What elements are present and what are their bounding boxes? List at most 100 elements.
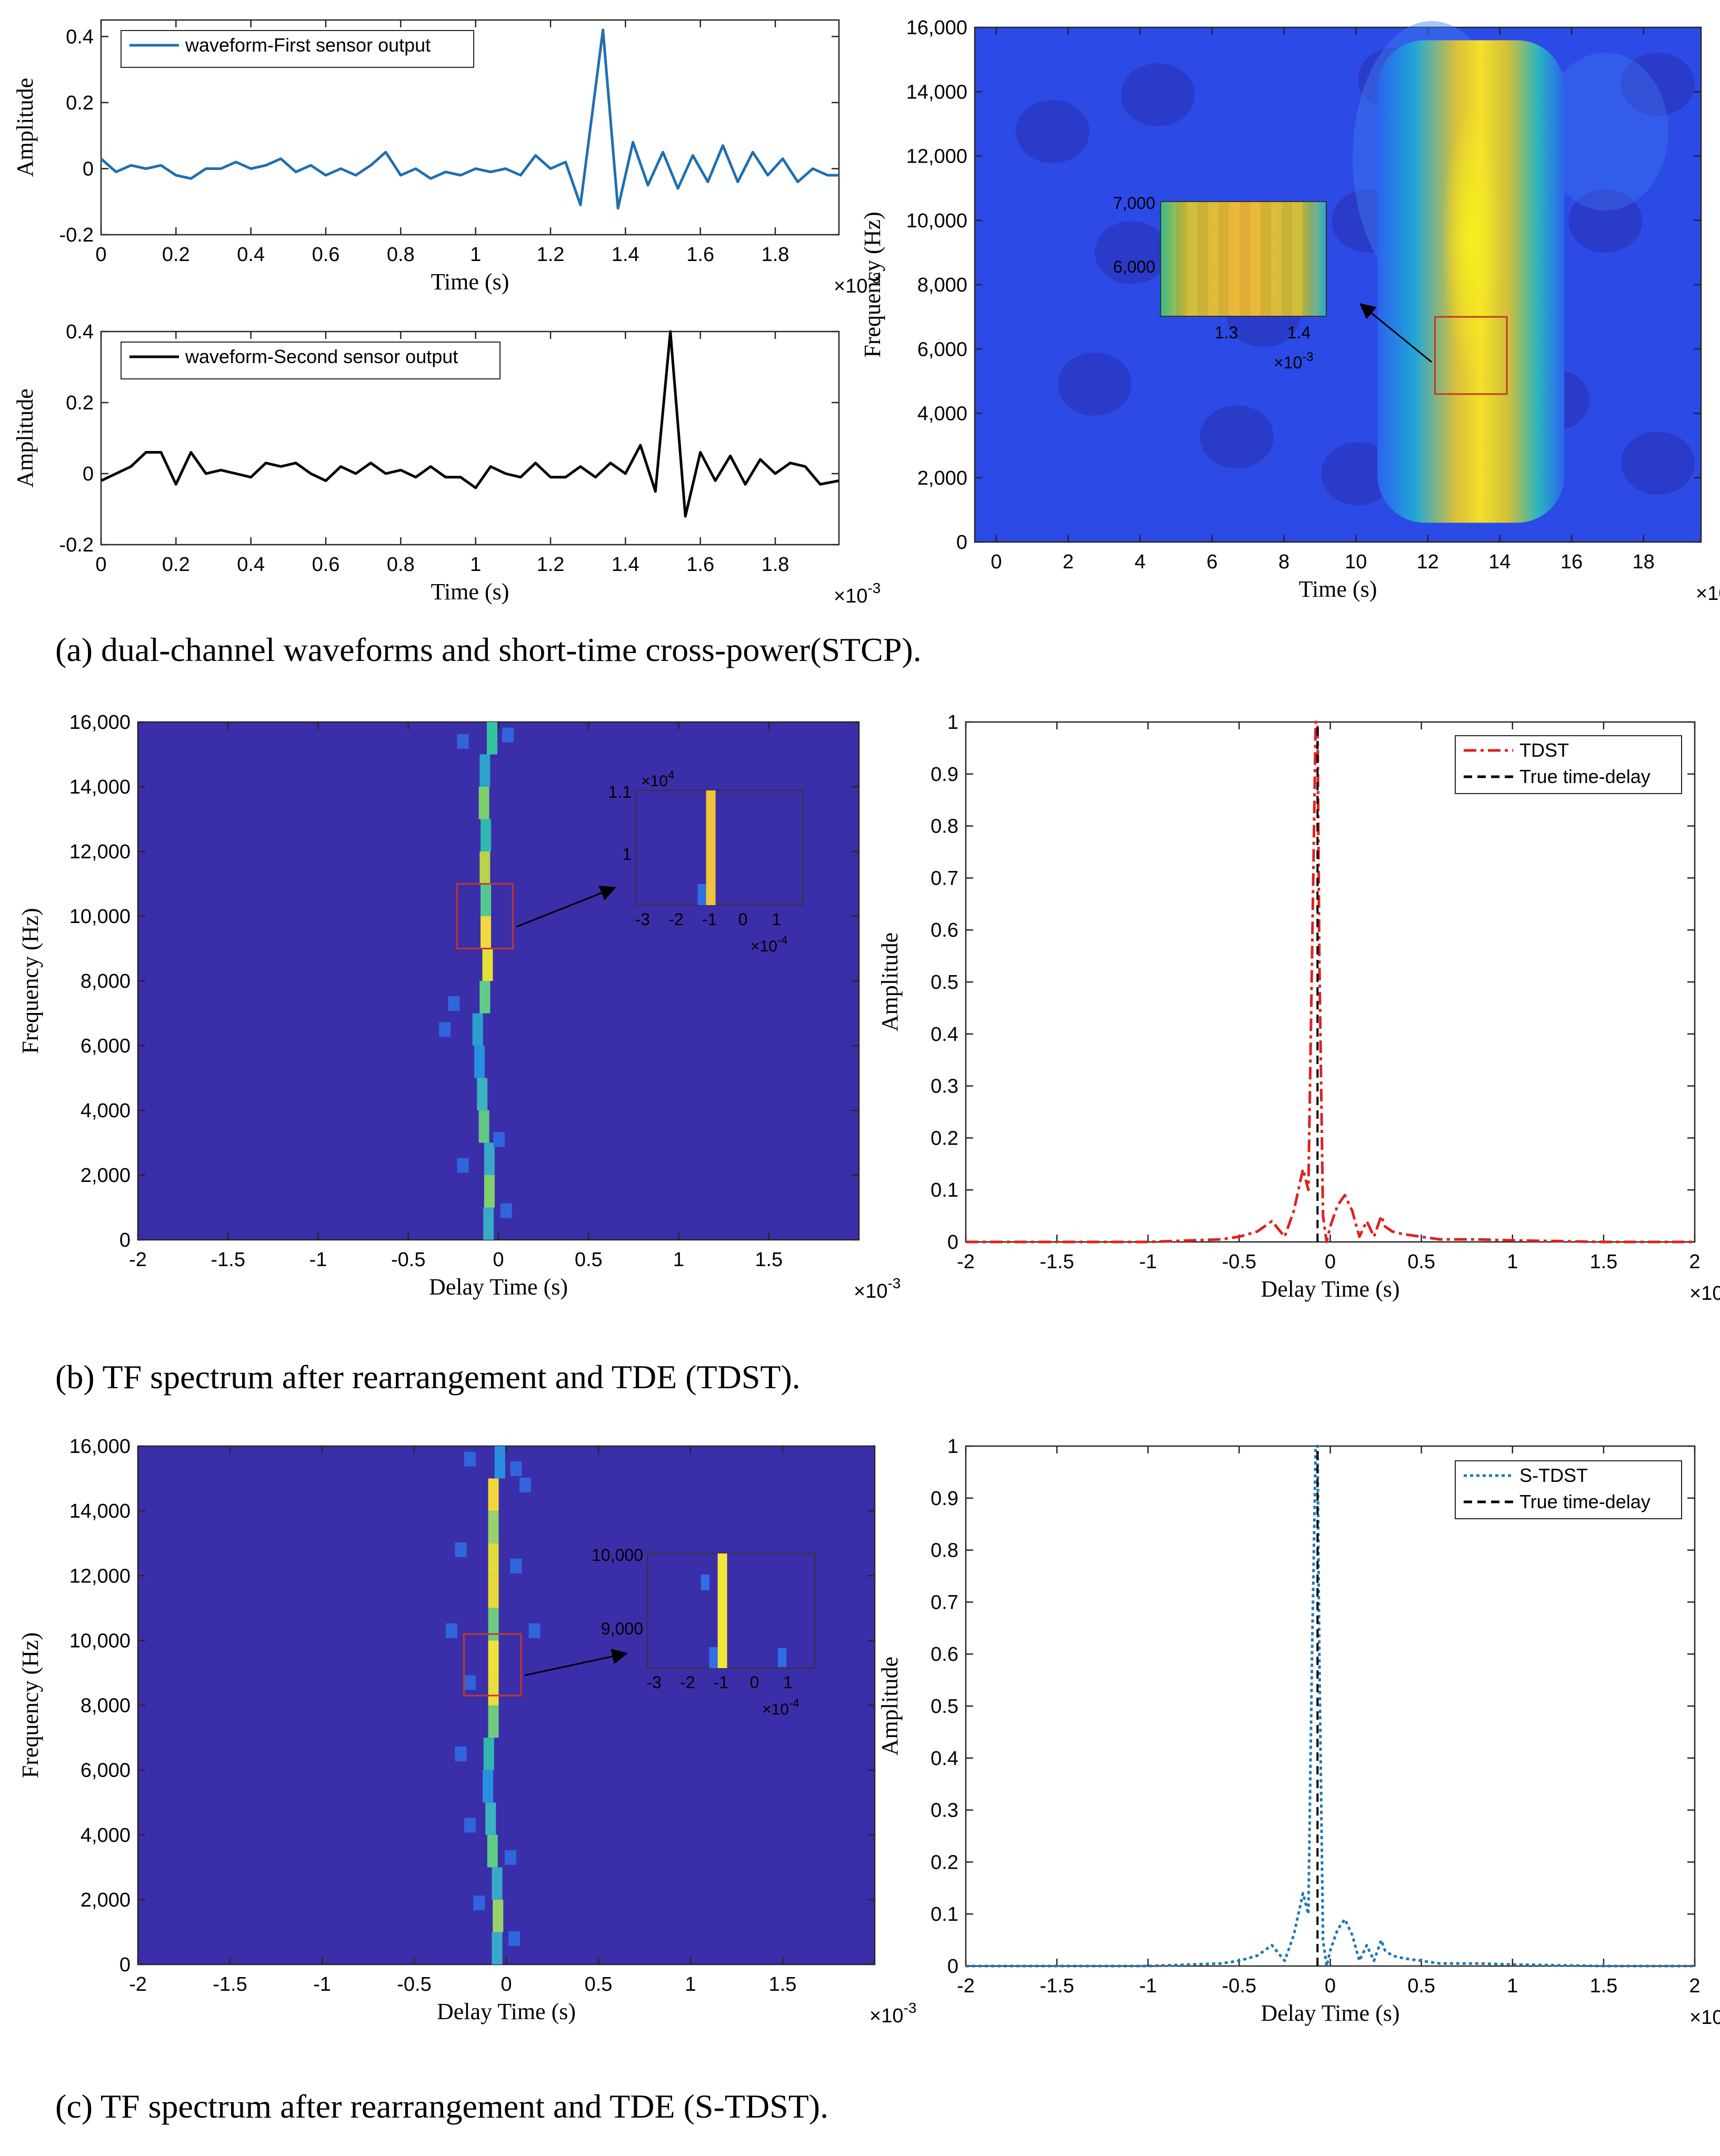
tde_tdst-xtick-label: -0.5 (1222, 1251, 1256, 1273)
stcp-xtick-label: 18 (1633, 551, 1655, 573)
tf_tdst-ytick-label: 6,000 (81, 1035, 131, 1057)
wave2-xtick-label: 0.8 (387, 554, 415, 576)
tf_tdst-xtick-label: 0 (493, 1249, 504, 1271)
tf_stdst-ridge-segment (488, 1672, 499, 1706)
tde_tdst-xtick-label: 0 (1325, 1251, 1336, 1273)
wave2-legend (121, 342, 501, 379)
tf_stdst-ridge-segment (488, 1543, 499, 1576)
tde_stdst-xtick-label: 2 (1689, 1975, 1700, 1997)
tde_tdst-ytick-label: 0.2 (931, 1127, 958, 1149)
tf_stdst-scatter-cell (464, 1818, 476, 1833)
wave1-legend (121, 30, 474, 68)
tf_tdst-xtick-label: -1.5 (211, 1249, 245, 1271)
tde_stdst-ytick-label: 0.6 (931, 1643, 958, 1666)
tf_stdst-xtick-label: -1.5 (213, 1973, 247, 1995)
wave2-series-line (100, 330, 839, 518)
tde_stdst-ytick-label: 0.7 (931, 1591, 958, 1613)
tf_tdst-scatter-cell (448, 996, 460, 1011)
tde_stdst-legend-label: True time-delay (1519, 1491, 1651, 1512)
tf_tdst-xtick-label: -0.5 (391, 1249, 425, 1271)
tde_tdst-ylabel: Amplitude (877, 932, 903, 1031)
wave2-xtick-label: 0 (95, 554, 106, 576)
wave2-plot-frame (100, 330, 840, 546)
tde_tdst-ytick-label: 0 (947, 1231, 958, 1254)
tf_stdst-xtick-label: 1.5 (769, 1973, 797, 1995)
stcp-xtick-label: 10 (1345, 551, 1367, 573)
tf_tdst-inset-xtick: -2 (668, 910, 683, 929)
tf_stdst-inset-arrow (524, 1649, 628, 1677)
tde_stdst-series-line (966, 1445, 1695, 1968)
stcp-ytick-label: 10,000 (906, 210, 967, 232)
tde_stdst-xtick-label: -1.5 (1039, 1975, 1074, 1997)
tf_stdst-ytick-label: 8,000 (81, 1695, 131, 1717)
tf_tdst-ridge-segment (479, 754, 491, 787)
wave2-chart: 0 0.2 0.4 0.6 0.8 1 1.2 1.4 1.6 1.8-0.200.20.4Tim… (12, 321, 881, 607)
wave1-chart: 0 0.2 0.4 0.6 0.8 1 1.2 1.4 1.6 1.8-0.200.20.4Tim… (12, 19, 881, 297)
stcp-xtick-label: 14 (1488, 551, 1511, 573)
tf_tdst-inset-xtick: 0 (738, 910, 748, 929)
tf_stdst-ridge-segment (488, 1511, 499, 1543)
tf_stdst-scatter-cell (446, 1623, 457, 1638)
tf_stdst-ridge-segment (483, 1738, 494, 1770)
wave1-legend-label: waveform-First sensor output (185, 34, 431, 56)
tf_stdst-ridge-segment (492, 1867, 503, 1900)
tf_tdst-ridge-segment (481, 884, 492, 916)
tf_tdst-ytick-label: 14,000 (69, 776, 131, 798)
wave2-xtick-label: 1.8 (762, 554, 789, 576)
tf_stdst-xlabel: Delay Time (s) (437, 1999, 576, 2024)
tde_tdst-xlabel: Delay Time (s) (1261, 1276, 1400, 1302)
tf_tdst-ridge-segment (487, 722, 498, 755)
tf_stdst-scatter-cell (508, 1931, 520, 1946)
tde_stdst-ytick-label: 0.8 (931, 1540, 958, 1562)
tde_tdst-legend-label: True time-delay (1519, 766, 1651, 787)
tde_stdst-ytick-label: 1 (947, 1436, 958, 1458)
tf_tdst-inset-xtick: 1 (772, 910, 781, 929)
stcp-ytick-label: 6,000 (917, 338, 967, 360)
tde_stdst-ytick-label: 0.4 (931, 1748, 958, 1770)
tf_stdst-ridge-segment (485, 1802, 496, 1835)
tf_tdst-ridge-segment (478, 787, 489, 819)
wave2-xtick-label: 1.4 (612, 554, 639, 576)
stcp-xtick-label: 8 (1278, 551, 1289, 573)
stcp-xtick-label: 6 (1206, 551, 1217, 573)
tf_tdst-inset-xtick: -3 (635, 910, 649, 929)
tf_stdst-ridge-segment (488, 1640, 499, 1673)
tf_stdst-ridge-segment (487, 1834, 498, 1868)
stcp-xlabel: Time (s) (1299, 576, 1377, 602)
tde_stdst-ytick-label: 0 (947, 1956, 958, 1978)
tde_tdst-xtick-label: -2 (957, 1251, 975, 1273)
stcp-xtick-label: 4 (1135, 551, 1146, 573)
tde_tdst-ytick-label: 0.6 (931, 919, 958, 941)
tf_stdst-ytick-label: 10,000 (69, 1630, 131, 1652)
stcp-xtick-label: 16 (1561, 551, 1583, 573)
tf_stdst-xtick-label: -0.5 (397, 1973, 431, 1995)
stcp-low-spot (1016, 100, 1089, 163)
tf_stdst-inset-cell (701, 1575, 709, 1590)
tde_stdst-xtick-label: -0.5 (1222, 1975, 1256, 1997)
tf_tdst-scatter-cell (457, 1158, 469, 1173)
tde_stdst-legend (1455, 1460, 1682, 1519)
tf_stdst-ytick-label: 6,000 (81, 1760, 131, 1782)
tde_tdst-plot-frame (965, 721, 1696, 1243)
stcp-ytick-label: 2,000 (917, 467, 967, 489)
stcp-inset-ytick: 7,000 (1113, 194, 1155, 213)
tde_tdst-legend-label: TDST (1519, 739, 1569, 761)
tde_tdst-xtick-label: -1 (1139, 1251, 1157, 1273)
tf_stdst-xtick-label: -2 (129, 1973, 147, 1995)
wave1-xtick-label: 0 (95, 244, 106, 266)
stcp-low-spot (1568, 189, 1642, 253)
wave1-xtick-label: 0.6 (312, 244, 340, 266)
tf_tdst-inset-ridge (706, 790, 716, 905)
tf_stdst-ytick-label: 0 (119, 1954, 131, 1976)
wave1-x-exponent: ×10-3 (834, 270, 881, 297)
wave1-ytick-label: 0.4 (66, 26, 94, 48)
caption-c: (c) TF spectrum after rearrangement and … (55, 2088, 829, 2125)
tf_stdst-xtick-label: -1 (313, 1973, 331, 1995)
tf_tdst-scatter-cell (502, 727, 514, 743)
tde_stdst-chart: -2 -1.5 -1 -0.5 0 0.5 1 1.5 2 0 0.1 0.2 0.3 0.4 0.5 0.6… (877, 1436, 1720, 2029)
tde_tdst-ytick-label: 1 (947, 711, 958, 734)
tf_stdst-ytick-label: 4,000 (81, 1824, 131, 1847)
tf_tdst-scatter-cell (457, 734, 469, 749)
tde_stdst-xtick-label: 1.5 (1589, 1975, 1617, 1997)
